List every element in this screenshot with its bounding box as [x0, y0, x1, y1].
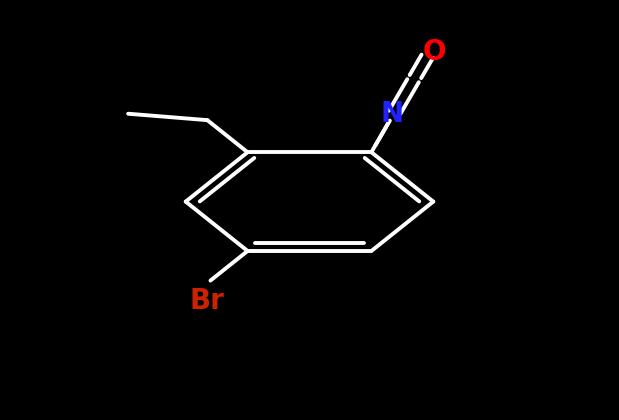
Text: Br: Br [190, 287, 225, 315]
Text: N: N [381, 100, 404, 129]
Text: O: O [423, 38, 446, 66]
